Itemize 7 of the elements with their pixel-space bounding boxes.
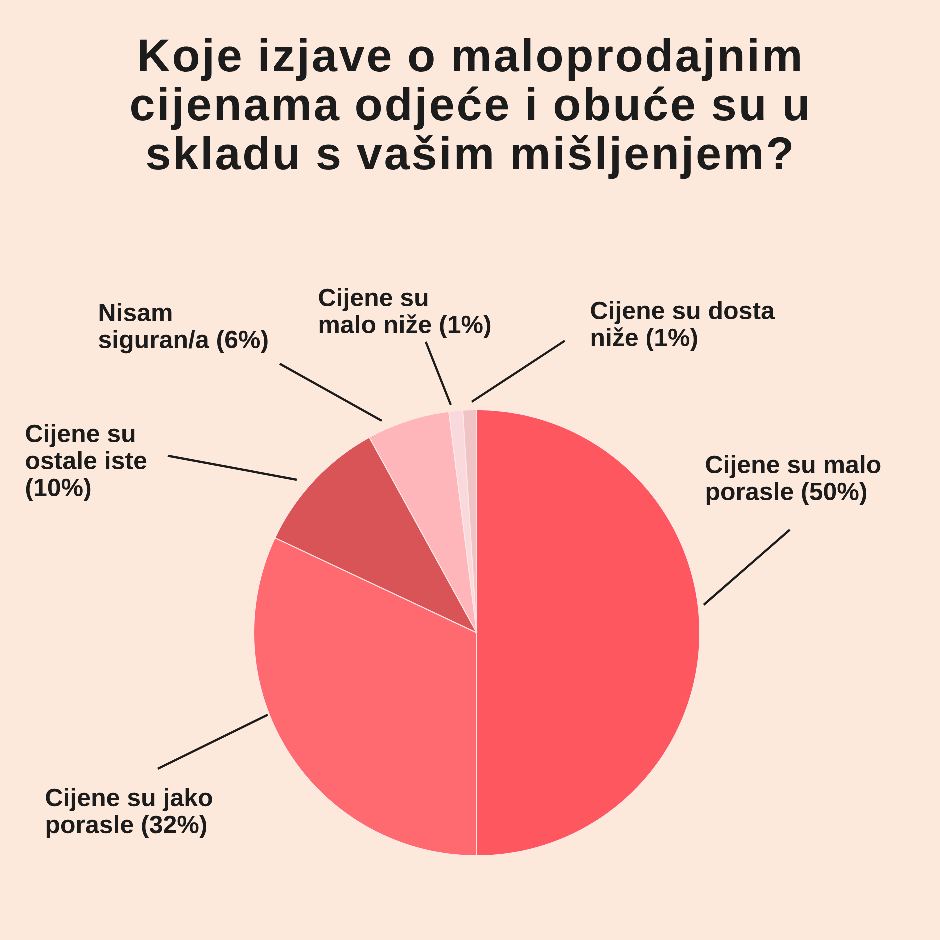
slice-label: Cijene su malo niže (1%) [319, 288, 491, 338]
slice-label: Cijene su ostale iste (10%) [26, 424, 147, 502]
slice-label: Cijene su malo porasle (50%) [706, 455, 881, 506]
slice-label: Nisam siguran/a (6%) [99, 303, 268, 354]
chart-title: Koje izjave o maloprodajnim cijenama odjeće i obuće su u skladu s vašim mišljenjem? [132, 38, 808, 180]
slice-label: Cijene su jako porasle (32%) [46, 788, 212, 839]
slice-label: Cijene su dosta niže (1%) [591, 301, 776, 352]
